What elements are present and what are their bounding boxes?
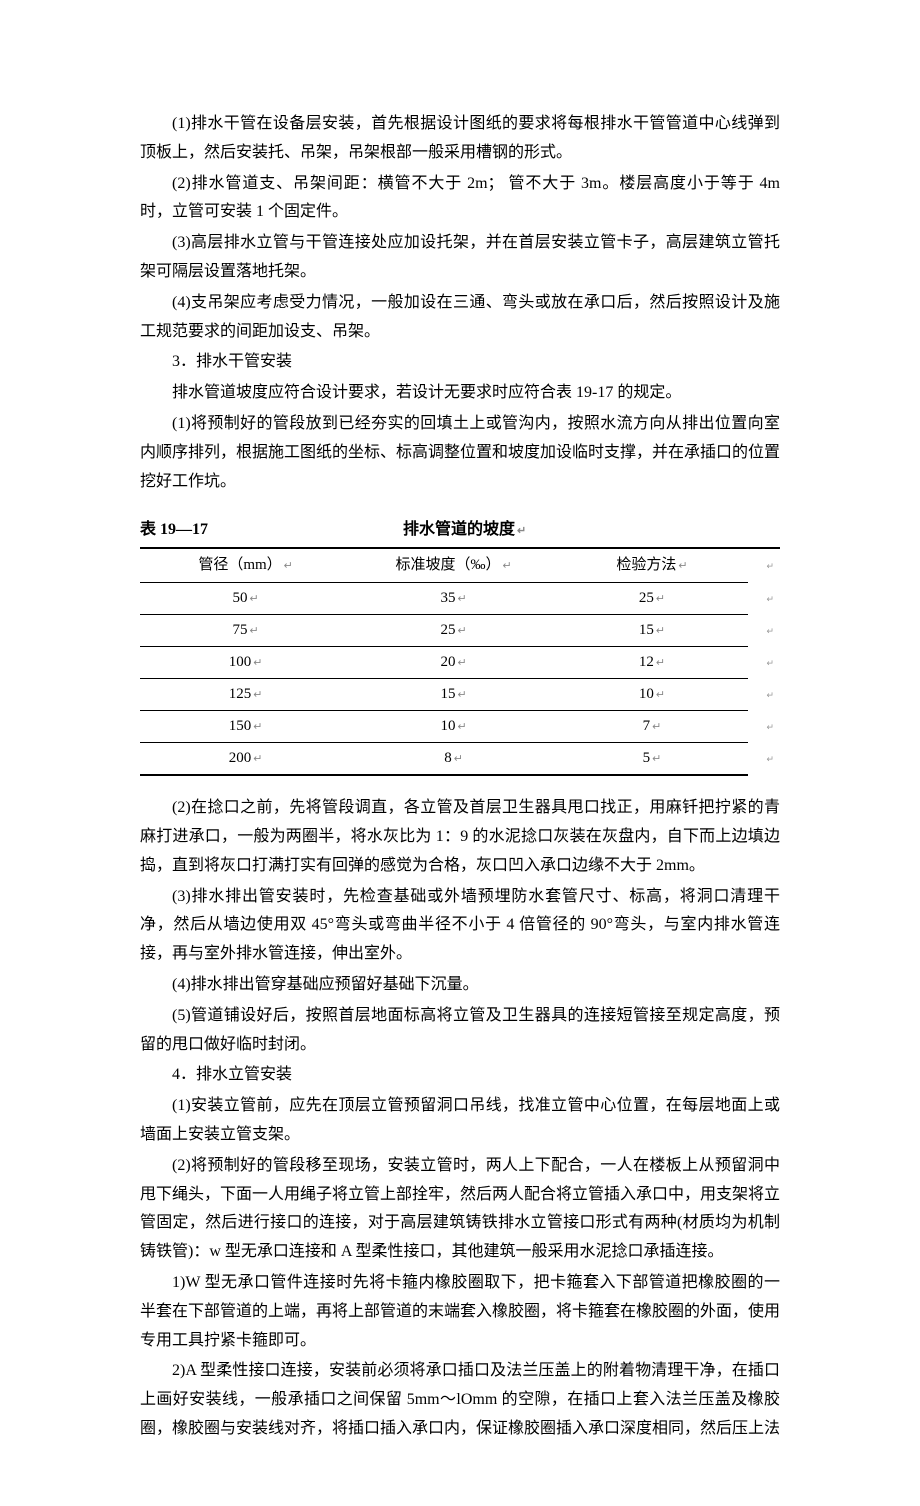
row-end: ↵: [748, 679, 780, 711]
cell-method: 7↵: [556, 711, 748, 743]
paragraph-after-7: (2)将预制好的管段移至现场，安装立管时，两人上下配合，一人在楼板上从预留洞中甩…: [140, 1152, 780, 1267]
cell-diameter: 200↵: [140, 743, 351, 776]
row-end: ↵: [748, 711, 780, 743]
cell-slope: 20↵: [351, 647, 556, 679]
row-end: ↵: [748, 583, 780, 615]
paragraph-item-6: 排水管道坡度应符合设计要求，若设计无要求时应符合表 19-17 的规定。: [140, 379, 780, 408]
table-row: 125↵ 15↵ 10↵ ↵: [140, 679, 780, 711]
return-arrow-icon: ↵: [517, 525, 526, 537]
paragraph-after-8: 1)W 型无承口管件连接时先将卡箍内橡胶圈取下，把卡箍套入下部管道把橡胶圈的一半…: [140, 1269, 780, 1355]
row-end: ↵: [748, 647, 780, 679]
row-end: ↵: [748, 548, 780, 583]
cell-slope: 15↵: [351, 679, 556, 711]
table-19-17-wrapper: 表 19—17 排水管道的坡度↵ 管径（mm）↵ 标准坡度（‰）↵ 检验方法↵ …: [140, 516, 780, 776]
paragraph-item-3: (3)高层排水立管与干管连接处应加设托架，并在首层安装立管卡子，高层建筑立管托架…: [140, 229, 780, 287]
paragraph-after-6: (1)安装立管前，应先在顶层立管预留洞口吊线，找准立管中心位置，在每层地面上或墙…: [140, 1092, 780, 1150]
table-row: 75↵ 25↵ 15↵ ↵: [140, 615, 780, 647]
cell-method: 5↵: [556, 743, 748, 776]
row-end: ↵: [748, 743, 780, 776]
cell-diameter: 150↵: [140, 711, 351, 743]
cell-diameter: 100↵: [140, 647, 351, 679]
col-header-diameter: 管径（mm）↵: [140, 548, 351, 583]
table-row: 200↵ 8↵ 5↵ ↵: [140, 743, 780, 776]
paragraph-after-4: (5)管道铺设好后，按照首层地面标高将立管及卫生器具的连接短管接至规定高度，预留…: [140, 1002, 780, 1060]
paragraph-after-2: (3)排水排出管安装时，先检查基础或外墙预埋防水套管尺寸、标高，将洞口清理干净，…: [140, 883, 780, 969]
cell-slope: 8↵: [351, 743, 556, 776]
section-heading-4: 4．排水立管安装: [140, 1061, 780, 1090]
table-row: 100↵ 20↵ 12↵ ↵: [140, 647, 780, 679]
paragraph-after-1: (2)在捻口之前，先将管段调直，各立管及首层卫生器具甩口找正，用麻钎把拧紧的青麻…: [140, 794, 780, 880]
cell-slope: 10↵: [351, 711, 556, 743]
cell-method: 15↵: [556, 615, 748, 647]
table-row: 50↵ 35↵ 25↵ ↵: [140, 583, 780, 615]
cell-slope: 35↵: [351, 583, 556, 615]
paragraph-item-4: (4)支吊架应考虑受力情况，一般加设在三通、弯头或放在承口后，然后按照设计及施工…: [140, 289, 780, 347]
cell-diameter: 75↵: [140, 615, 351, 647]
slope-table: 管径（mm）↵ 标准坡度（‰）↵ 检验方法↵ ↵ 50↵ 35↵ 25↵ ↵ 7…: [140, 547, 780, 776]
paragraph-item-1: (1)排水干管在设备层安装，首先根据设计图纸的要求将每根排水干管管道中心线弹到顶…: [140, 110, 780, 168]
table-number: 表 19—17: [140, 516, 208, 545]
paragraph-item-2: (2)排水管道支、吊架间距：横管不大于 2m； 管不大于 3m。楼层高度小于等于…: [140, 170, 780, 228]
cell-diameter: 125↵: [140, 679, 351, 711]
section-heading-3: 3．排水干管安装: [140, 348, 780, 377]
row-end: ↵: [748, 615, 780, 647]
table-caption-row: 表 19—17 排水管道的坡度↵: [140, 516, 780, 545]
cell-method: 25↵: [556, 583, 748, 615]
cell-slope: 25↵: [351, 615, 556, 647]
cell-method: 12↵: [556, 647, 748, 679]
table-row: 150↵ 10↵ 7↵ ↵: [140, 711, 780, 743]
cell-method: 10↵: [556, 679, 748, 711]
paragraph-after-3: (4)排水排出管穿基础应预留好基础下沉量。: [140, 971, 780, 1000]
col-header-method: 检验方法↵: [556, 548, 748, 583]
table-body: 50↵ 35↵ 25↵ ↵ 75↵ 25↵ 15↵ ↵ 100↵ 20↵ 12↵…: [140, 583, 780, 776]
table-title-text: 排水管道的坡度: [403, 521, 515, 538]
cell-diameter: 50↵: [140, 583, 351, 615]
paragraph-after-9: 2)A 型柔性接口连接，安装前必须将承口插口及法兰压盖上的附着物清理干净，在插口…: [140, 1357, 780, 1443]
col-header-slope: 标准坡度（‰）↵: [351, 548, 556, 583]
table-header-row: 管径（mm）↵ 标准坡度（‰）↵ 检验方法↵ ↵: [140, 548, 780, 583]
table-title: 排水管道的坡度↵: [403, 516, 526, 545]
paragraph-item-7: (1)将预制好的管段放到已经夯实的回填土上或管沟内，按照水流方向从排出位置向室内…: [140, 410, 780, 496]
